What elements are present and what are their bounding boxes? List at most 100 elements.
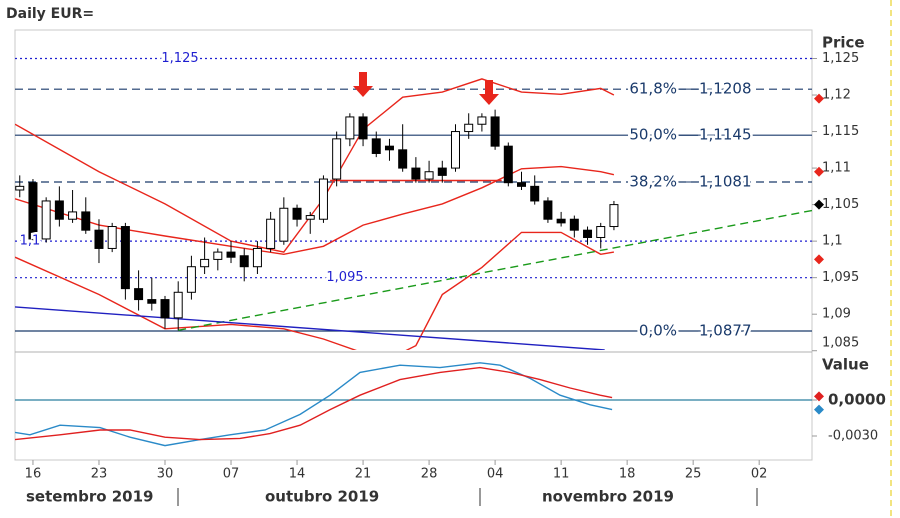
- line: [15, 78, 615, 253]
- x-tick-label: 18: [619, 467, 636, 482]
- x-tick-label: 16: [25, 467, 42, 482]
- candle-body: [134, 288, 144, 301]
- candle-body: [318, 178, 328, 220]
- candle-body: [424, 171, 434, 180]
- plot-frame: [14, 29, 813, 461]
- candle-body: [398, 149, 408, 169]
- candle-body: [41, 200, 51, 240]
- level-percent: 38,2%: [629, 172, 677, 190]
- candle-body: [569, 218, 579, 231]
- chart-title: Daily EUR=: [6, 6, 94, 22]
- level-label: 1,125: [161, 51, 198, 66]
- candle-body: [54, 200, 64, 220]
- price-axis-title: Price: [822, 34, 865, 52]
- candle-body: [384, 145, 394, 151]
- candle-body: [160, 299, 170, 319]
- candle-body: [503, 145, 513, 184]
- arrow: [479, 80, 499, 105]
- level-label: 1,0877: [699, 322, 752, 340]
- y-tick-label: -0,0030: [828, 429, 878, 444]
- candle-body: [107, 226, 117, 249]
- value-marker: [814, 199, 824, 210]
- candle-body: [226, 251, 236, 258]
- y-tick-label: 1,12: [822, 88, 851, 103]
- candle-body: [543, 200, 553, 220]
- line: [15, 165, 615, 256]
- candle-body: [68, 211, 78, 220]
- candle-body: [305, 215, 315, 220]
- y-tick-label: 1,105: [822, 197, 859, 212]
- candle-body: [252, 247, 262, 268]
- value-marker: [814, 166, 824, 177]
- candle-body: [609, 204, 619, 228]
- candle-body: [200, 258, 210, 268]
- candle-body: [186, 266, 196, 293]
- candle-body: [450, 131, 460, 169]
- candle-body: [81, 211, 91, 231]
- candle-body: [596, 226, 606, 238]
- level-percent: 61,8%: [629, 80, 677, 98]
- value-axis-title: Value: [822, 356, 869, 374]
- candle-body: [147, 299, 157, 304]
- x-tick-label: 07: [223, 467, 240, 482]
- y-tick-label: 1,09: [822, 307, 851, 322]
- y-tick-label: 1,1: [822, 234, 843, 249]
- y-tick-label: 1,115: [822, 124, 859, 139]
- x-tick-label: 21: [355, 467, 372, 482]
- candle-body: [583, 229, 593, 238]
- candle-body: [345, 116, 355, 140]
- x-tick-label: 23: [91, 467, 108, 482]
- price-panel: [15, 57, 812, 350]
- month-label: setembro 2019: [26, 488, 154, 506]
- x-tick-label: 02: [751, 467, 768, 482]
- candle-body: [279, 207, 289, 242]
- level-label: 1,1145: [699, 126, 752, 144]
- candle-body: [411, 167, 421, 180]
- arrow: [353, 72, 373, 97]
- x-tick-label: 28: [421, 467, 438, 482]
- value-marker: [814, 404, 824, 415]
- y-tick-label: 0,0000: [828, 391, 886, 409]
- value-marker: [814, 391, 824, 402]
- level-label: 1,1: [20, 234, 41, 249]
- candle-body: [490, 116, 500, 147]
- level-percent: 0,0%: [639, 322, 677, 340]
- candle-body: [358, 116, 368, 140]
- x-tick-label: 25: [685, 467, 702, 482]
- candle-body: [332, 138, 342, 180]
- candle-body: [120, 226, 130, 290]
- y-tick-label: 1,085: [822, 336, 859, 351]
- candle-body: [477, 116, 487, 125]
- macd-panel: [15, 362, 812, 447]
- candle-body: [556, 218, 566, 224]
- month-label: novembro 2019: [542, 488, 674, 506]
- candle-body: [173, 291, 183, 319]
- candle-body: [94, 229, 104, 249]
- candle-body: [517, 182, 527, 187]
- value-marker: [814, 254, 824, 265]
- x-tick-label: 04: [487, 467, 504, 482]
- line: [178, 209, 812, 331]
- candle-body: [292, 207, 302, 220]
- x-tick-label: 11: [553, 467, 570, 482]
- level-percent: 50,0%: [629, 126, 677, 144]
- line: [15, 366, 613, 441]
- level-label: 1,095: [326, 270, 363, 285]
- candle-body: [239, 255, 249, 268]
- level-label: 1,1208: [699, 80, 752, 98]
- candle-body: [213, 251, 223, 260]
- x-tick-label: 30: [157, 467, 174, 482]
- x-tick-label: 14: [289, 467, 306, 482]
- y-tick-label: 1,11: [822, 161, 851, 176]
- value-marker: [814, 93, 824, 104]
- candle-body: [437, 167, 447, 176]
- month-label: outubro 2019: [265, 488, 379, 506]
- candle-body: [28, 182, 38, 240]
- y-tick-label: 1,125: [822, 51, 859, 66]
- y-tick-label: 1,095: [822, 270, 859, 285]
- candle-body: [464, 123, 474, 133]
- line: [15, 306, 605, 350]
- candle-body: [530, 185, 540, 202]
